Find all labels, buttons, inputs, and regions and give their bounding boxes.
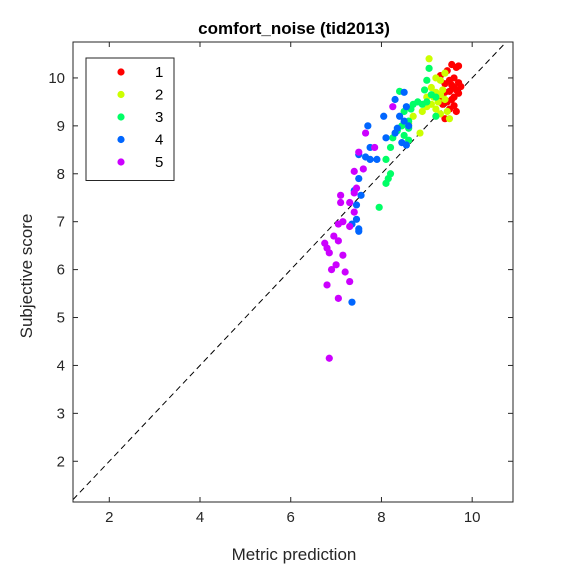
data-point-series-5 [359, 165, 367, 173]
data-point-series-1 [454, 62, 463, 70]
data-point-series-2 [425, 55, 433, 63]
x-tick-label: 8 [377, 509, 385, 526]
y-tick-label: 2 [57, 453, 65, 470]
data-point-series-5 [350, 189, 358, 197]
legend-label-2: 2 [155, 87, 163, 104]
data-point-series-4 [355, 227, 363, 235]
data-point-series-4 [391, 95, 399, 104]
legend-label-5: 5 [155, 154, 163, 171]
legend-box [85, 57, 175, 181]
axes-box [72, 41, 514, 503]
chart-title: comfort_noise (tid2013) [198, 19, 390, 38]
data-point-series-3 [386, 143, 395, 152]
data-point-series-5 [330, 232, 338, 240]
data-point-series-2 [441, 69, 449, 77]
data-point-series-2 [443, 107, 451, 116]
data-point-series-5 [350, 208, 358, 216]
data-point-series-3 [382, 179, 390, 187]
legend-marker-2 [117, 90, 125, 99]
data-point-series-2 [409, 112, 417, 120]
data-point-series-3 [375, 203, 383, 211]
data-point-series-4 [402, 141, 411, 149]
data-point-series-5 [337, 191, 345, 199]
data-point-series-1 [452, 107, 460, 116]
data-point-series-2 [441, 95, 449, 104]
x-axis-label: Metric prediction [232, 545, 357, 564]
data-point-series-2 [436, 76, 445, 84]
data-point-series-5 [355, 148, 363, 156]
legend-marker-5 [117, 158, 125, 166]
data-point-series-3 [425, 64, 433, 72]
data-point-series-4 [352, 215, 361, 223]
data-point-series-5 [327, 266, 336, 274]
data-point-series-4 [395, 112, 404, 120]
data-point-series-3 [400, 131, 408, 140]
data-point-series-4 [405, 122, 413, 130]
x-tick-label: 10 [464, 509, 481, 526]
data-point-series-3 [432, 93, 440, 101]
data-point-series-3 [423, 76, 431, 84]
legend-marker-4 [117, 135, 125, 144]
x-tick-label: 4 [196, 509, 204, 526]
data-point-series-4 [366, 155, 374, 163]
y-tick-label: 9 [57, 118, 65, 135]
data-point-series-4 [373, 155, 381, 163]
data-point-series-3 [382, 155, 390, 163]
data-point-series-5 [334, 237, 342, 245]
data-point-series-5 [325, 249, 333, 257]
data-point-series-2 [445, 115, 454, 123]
y-tick-label: 3 [57, 405, 65, 422]
data-point-series-2 [427, 83, 435, 92]
data-point-series-4 [382, 134, 390, 142]
y-tick-label: 4 [57, 357, 65, 374]
data-point-series-5 [350, 167, 358, 175]
data-point-series-4 [364, 122, 372, 130]
data-point-series-5 [346, 277, 354, 286]
x-tick-label: 2 [105, 509, 113, 526]
legend-marker-1 [117, 68, 125, 76]
data-point-series-2 [432, 105, 440, 113]
data-point-series-4 [402, 103, 411, 111]
y-tick-label: 7 [57, 214, 65, 231]
legend-label-1: 1 [155, 64, 163, 81]
legend: 1 2 3 4 5 [85, 57, 175, 181]
data-point-series-5 [332, 261, 340, 269]
data-point-series-4 [357, 191, 365, 199]
y-tick-label: 5 [57, 310, 65, 327]
legend-label-4: 4 [155, 132, 163, 149]
data-point-series-5 [346, 198, 354, 207]
data-point-series-5 [334, 220, 342, 228]
data-point-series-5 [341, 268, 349, 276]
data-point-series-5 [346, 222, 354, 231]
x-tick-label: 6 [287, 509, 295, 526]
data-point-series-2 [416, 129, 424, 137]
data-point-series-5 [389, 103, 397, 111]
y-tick-label: 10 [48, 70, 65, 87]
data-point-series-5 [337, 198, 345, 207]
data-point-series-4 [380, 112, 388, 120]
data-point-series-5 [371, 143, 379, 152]
data-point-series-4 [352, 201, 361, 209]
data-point-series-5 [361, 129, 370, 137]
data-point-series-5 [323, 281, 331, 289]
data-point-series-5 [334, 294, 342, 302]
data-point-series-4 [355, 174, 363, 183]
data-point-series-2 [418, 107, 426, 116]
data-point-series-3 [432, 112, 440, 120]
data-point-series-4 [400, 88, 408, 96]
data-point-series-4 [400, 117, 408, 125]
data-point-series-5 [339, 251, 347, 259]
y-axis-label: Subjective score [17, 214, 36, 339]
y-tick-label: 8 [57, 166, 65, 183]
data-point-series-5 [325, 354, 333, 362]
legend-label-3: 3 [155, 109, 163, 126]
data-point-series-3 [420, 86, 429, 94]
data-point-series-2 [439, 86, 447, 94]
legend-marker-3 [117, 113, 125, 121]
data-point-series-4 [391, 129, 399, 137]
y-tick-label: 6 [57, 262, 65, 279]
data-point-series-4 [348, 298, 356, 306]
